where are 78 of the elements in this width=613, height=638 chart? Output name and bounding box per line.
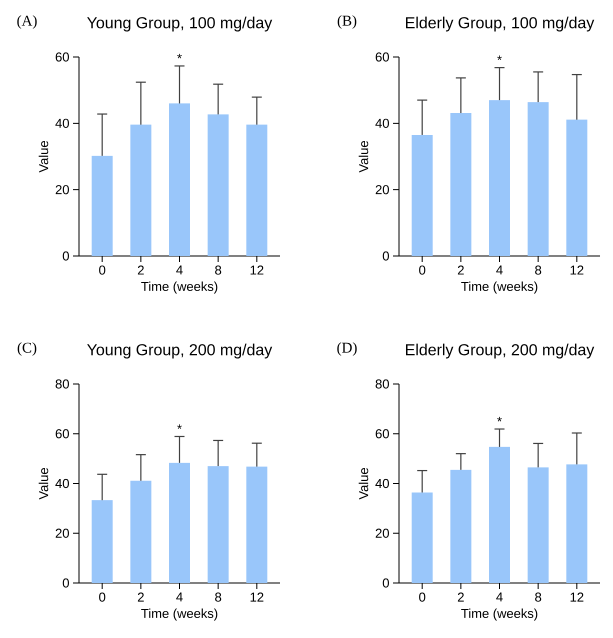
x-tick-label: 2 xyxy=(138,592,144,602)
bar xyxy=(412,492,433,583)
annotation: * xyxy=(177,54,182,58)
y-tick-label: 60 xyxy=(376,52,389,62)
chart-title: Young Group, 100 mg/day xyxy=(87,16,272,32)
bar xyxy=(489,100,510,256)
x-axis-title: Time (weeks) xyxy=(141,608,218,621)
chart-title: Young Group, 200 mg/day xyxy=(87,344,272,359)
bar xyxy=(130,480,152,583)
x-tick-label: 4 xyxy=(496,266,503,274)
y-tick-label: 60 xyxy=(376,429,389,438)
x-tick-label: 0 xyxy=(99,266,106,275)
x-tick-label: 4 xyxy=(176,592,183,602)
x-axis-title: Time (weeks) xyxy=(461,282,538,294)
y-tick-label: 0 xyxy=(62,251,69,261)
bar xyxy=(450,113,472,256)
y-tick-label: 80 xyxy=(56,379,69,389)
bar xyxy=(489,446,510,583)
bar xyxy=(246,124,268,256)
x-tick-label: 2 xyxy=(458,592,464,602)
y-tick-label: 40 xyxy=(55,118,69,128)
x-tick-label: 0 xyxy=(99,592,106,602)
x-tick-label: 8 xyxy=(535,266,542,275)
y-tick-label: 40 xyxy=(55,478,69,488)
x-tick-label: 4 xyxy=(496,592,503,602)
x-tick-label: 2 xyxy=(138,266,144,275)
text: (B) xyxy=(338,15,356,29)
y-tick-label: 40 xyxy=(375,478,389,488)
x-tick-label: 8 xyxy=(535,592,542,602)
y-tick-label: 0 xyxy=(382,578,389,588)
y-axis-title: Value xyxy=(358,140,368,173)
bar xyxy=(92,156,113,256)
x-tick-label: 12 xyxy=(570,592,584,602)
bar xyxy=(450,470,472,583)
bar xyxy=(130,124,152,256)
x-tick-label: 8 xyxy=(215,266,222,275)
y-tick-label: 20 xyxy=(376,528,389,538)
bar xyxy=(246,466,268,583)
x-tick-label: 8 xyxy=(215,592,222,602)
x-tick-label: 0 xyxy=(419,266,426,275)
x-tick-label: 0 xyxy=(419,592,426,602)
y-tick-label: 40 xyxy=(375,118,389,128)
text: (A) xyxy=(17,15,37,29)
y-tick-label: 20 xyxy=(56,528,69,538)
y-tick-label: 20 xyxy=(376,185,389,194)
x-axis-title: Time (weeks) xyxy=(141,282,218,294)
text: (D) xyxy=(337,342,357,356)
bar xyxy=(566,120,588,256)
bar xyxy=(169,103,190,256)
bar xyxy=(528,102,549,256)
bar xyxy=(412,134,433,256)
bar xyxy=(169,462,190,583)
x-axis-title: Time (weeks) xyxy=(461,608,538,621)
bar xyxy=(566,464,588,583)
y-axis-title: Value xyxy=(358,468,368,500)
text: (C) xyxy=(18,342,36,356)
x-tick-label: 2 xyxy=(458,266,464,275)
chart-title: Elderly Group, 100 mg/day xyxy=(406,16,594,32)
chart-title: Elderly Group, 200 mg/day xyxy=(406,344,594,359)
x-tick-label: 12 xyxy=(250,266,264,275)
y-tick-label: 0 xyxy=(382,251,389,261)
x-tick-label: 12 xyxy=(570,266,584,275)
bar xyxy=(528,467,549,583)
y-tick-label: 80 xyxy=(376,379,389,389)
annotation: * xyxy=(177,424,182,429)
y-tick-label: 60 xyxy=(56,52,69,62)
annotation: * xyxy=(497,56,502,60)
x-tick-label: 12 xyxy=(250,592,264,602)
y-tick-label: 20 xyxy=(56,185,69,194)
annotation: * xyxy=(497,416,502,422)
bar xyxy=(208,466,229,583)
x-tick-label: 4 xyxy=(176,266,183,274)
y-tick-label: 60 xyxy=(56,429,69,438)
y-axis-title: Value xyxy=(38,140,48,173)
y-tick-label: 0 xyxy=(62,578,69,588)
y-axis-title: Value xyxy=(38,468,48,500)
bar xyxy=(92,500,113,583)
bar xyxy=(208,114,229,256)
